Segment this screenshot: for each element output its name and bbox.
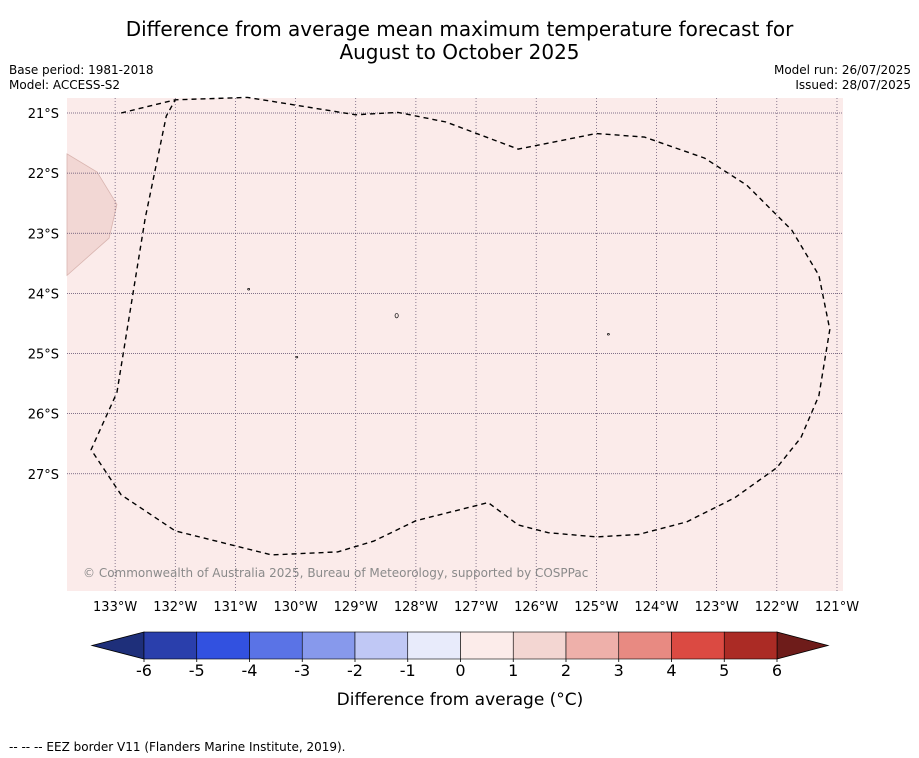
colorbar-tick-label: -2	[347, 661, 363, 680]
map-figure: 133°W 132°W 131°W 130°W 129°W 128°W 127°W 126°W…	[28, 96, 859, 710]
longitude-tick-label: 129°W	[334, 600, 378, 615]
meta-right: Model run: 26/07/2025 Issued: 28/07/2025	[774, 63, 911, 93]
colorbar-tick-label: -4	[242, 661, 258, 680]
footer-note: -- -- -- EEZ border V11 (Flanders Marine…	[9, 740, 346, 754]
colorbar-tick-label: 6	[772, 661, 782, 680]
colorbar-segment	[407, 631, 461, 660]
colorbar-tick-label: -3	[294, 661, 310, 680]
base-period: Base period: 1981-2018	[9, 63, 154, 77]
island	[295, 355, 299, 359]
colorbar-segment	[723, 631, 778, 660]
longitude-tick-label: 133°W	[93, 600, 137, 615]
colorbar-tick-label: 5	[719, 661, 729, 680]
map-area: 133°W 132°W 131°W 130°W 129°W 128°W 127°W 126°W…	[28, 96, 859, 615]
longitude-tick-label: 123°W	[695, 600, 739, 615]
island	[607, 333, 610, 336]
colorbar-tick-label: 2	[561, 661, 571, 680]
colorbar-segment	[512, 631, 567, 660]
longitude-tick-label: 122°W	[755, 600, 799, 615]
latitude-tick-label: 24°S	[28, 287, 59, 302]
colorbar-segment	[565, 631, 620, 660]
model-name: Model: ACCESS-S2	[9, 78, 121, 92]
colorbar-segment	[301, 631, 356, 660]
colorbar-tick-label: 3	[614, 661, 624, 680]
meta-left: Base period: 1981-2018 Model: ACCESS-S2	[9, 63, 154, 93]
colorbar-tick-label: 0	[455, 661, 465, 680]
colorbar-segment	[460, 631, 514, 660]
latitude-tick-label: 27°S	[28, 468, 59, 483]
longitude-tick-label: 130°W	[274, 600, 318, 615]
colorbar-over-arrow	[776, 631, 830, 660]
issued-date: Issued: 28/07/2025	[795, 78, 911, 92]
colorbar: -6 -5 -4 -3 -2 -1 0 1 2 3 4 5 6 Difference from avera…	[90, 631, 830, 710]
longitude-tick-label: 132°W	[153, 600, 197, 615]
colorbar-tick-label: -5	[189, 661, 205, 680]
longitude-tick-label: 131°W	[213, 600, 257, 615]
latitude-tick-label: 22°S	[28, 167, 59, 182]
colorbar-tick-label: 4	[666, 661, 676, 680]
eez-border	[90, 96, 831, 556]
latitude-tick-label: 21°S	[28, 107, 59, 122]
colorbar-segment	[196, 631, 250, 660]
longitude-tick-label: 128°W	[394, 600, 438, 615]
colorbar-segment	[143, 631, 198, 660]
colorbar-label: Difference from average (°C)	[337, 690, 584, 710]
longitude-tick-label: 126°W	[514, 600, 558, 615]
anomaly-patch	[66, 153, 118, 277]
colorbar-segment	[249, 631, 303, 660]
model-run: Model run: 26/07/2025	[773, 63, 911, 77]
island	[247, 288, 251, 291]
colorbar-tick-label: -6	[136, 661, 152, 680]
latitude-tick-label: 25°S	[28, 348, 59, 363]
colorbar-segment	[618, 631, 672, 660]
latitude-tick-label: 26°S	[28, 408, 59, 423]
map-title: Difference from average mean maximum tem…	[0, 18, 919, 64]
colorbar-tick-label: 1	[508, 661, 518, 680]
colorbar-segment	[671, 631, 725, 660]
title-line-1: Difference from average mean maximum tem…	[125, 17, 794, 41]
copyright-text: © Commonwealth of Australia 2025, Bureau…	[83, 566, 588, 580]
colorbar-under-arrow	[90, 631, 145, 660]
longitude-tick-label: 121°W	[815, 600, 859, 615]
longitude-tick-label: 124°W	[634, 600, 678, 615]
longitude-tick-label: 127°W	[454, 600, 498, 615]
longitude-tick-label: 125°W	[574, 600, 618, 615]
colorbar-segment	[354, 631, 409, 660]
title-line-2: August to October 2025	[339, 40, 580, 64]
colorbar-tick-label: -1	[400, 661, 416, 680]
island	[394, 313, 399, 319]
latitude-tick-label: 23°S	[28, 227, 59, 242]
